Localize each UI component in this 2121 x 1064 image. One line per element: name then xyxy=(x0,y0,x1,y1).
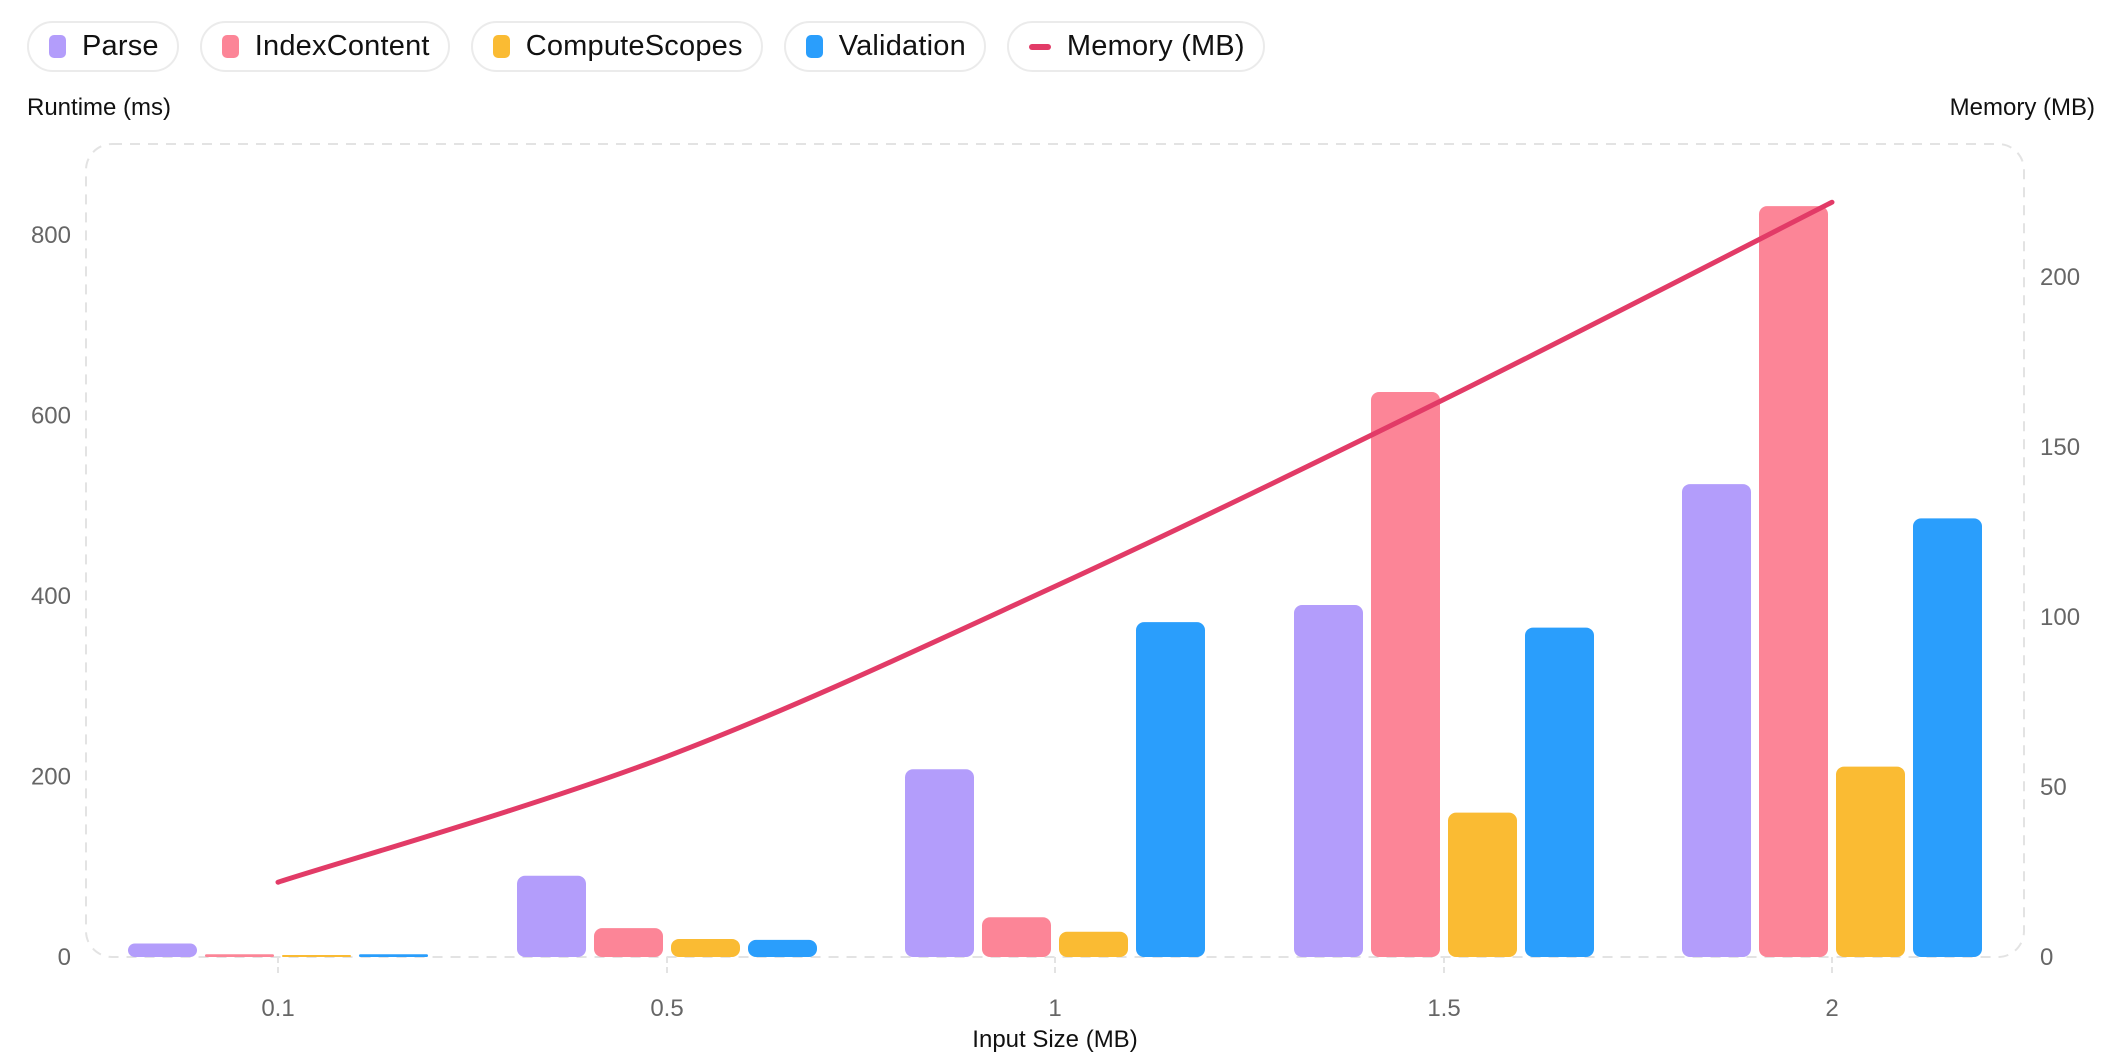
right-axis-tick-label: 0 xyxy=(2040,944,2053,971)
right-axis-tick-label: 200 xyxy=(2040,264,2080,291)
left-axis-title: Runtime (ms) xyxy=(27,94,172,121)
left-axis-tick-label: 800 xyxy=(31,222,71,249)
legend-label: Validation xyxy=(838,30,966,62)
memory-line[interactable] xyxy=(275,199,1835,885)
left-axis-tick-label: 400 xyxy=(31,583,71,610)
bar-indexcontent[interactable] xyxy=(594,928,663,957)
legend-label: Parse xyxy=(82,30,159,62)
bar-validation[interactable] xyxy=(748,939,817,957)
right-axis-tick-label: 50 xyxy=(2040,774,2067,801)
bar-validation[interactable] xyxy=(1136,622,1205,957)
legend-label: Memory (MB) xyxy=(1066,30,1245,62)
left-axis-tick-label: 600 xyxy=(31,403,71,430)
bar-indexcontent[interactable] xyxy=(982,917,1051,957)
bar-computescopes[interactable] xyxy=(282,955,351,957)
bar-computescopes[interactable] xyxy=(1059,931,1128,957)
bar-parse[interactable] xyxy=(1682,484,1751,957)
bar-computescopes[interactable] xyxy=(1448,812,1517,957)
bar-indexcontent[interactable] xyxy=(1759,206,1828,957)
memory-line-series xyxy=(275,199,1835,885)
x-axis-tick-label: 2 xyxy=(1825,995,1838,1022)
bar-parse[interactable] xyxy=(517,875,586,957)
legend-label: IndexContent xyxy=(254,30,430,62)
legend-label: ComputeScopes xyxy=(525,30,743,62)
validation-swatch-icon xyxy=(805,35,823,58)
memory-line-icon xyxy=(1028,43,1051,50)
legend-item-indexcontent[interactable]: IndexContent xyxy=(199,21,450,72)
right-axis-title: Memory (MB) xyxy=(1949,94,2095,121)
bar-validation[interactable] xyxy=(1525,627,1594,957)
parse-swatch-icon xyxy=(49,35,66,58)
chart-legend: Parse IndexContent ComputeScopes Validat… xyxy=(27,21,1265,72)
legend-item-parse[interactable]: Parse xyxy=(27,21,179,72)
bar-computescopes[interactable] xyxy=(671,938,740,957)
bar-parse[interactable] xyxy=(128,943,197,957)
x-axis-tick-label: 0.5 xyxy=(650,995,683,1022)
right-axis-ticks: 0 50 100 150 200 xyxy=(2040,264,2080,971)
left-axis-tick-label: 200 xyxy=(31,764,71,791)
bar-indexcontent[interactable] xyxy=(205,954,274,957)
plot-frame xyxy=(85,143,2025,958)
bar-validation[interactable] xyxy=(1913,518,1982,957)
legend-item-computescopes[interactable]: ComputeScopes xyxy=(470,21,763,72)
left-axis-tick-label: 0 xyxy=(58,944,71,971)
bar-series xyxy=(128,206,1982,957)
x-axis-tick-label: 1 xyxy=(1048,995,1061,1022)
right-axis-tick-label: 100 xyxy=(2040,604,2080,631)
bar-parse[interactable] xyxy=(1294,605,1363,957)
x-axis-ticks: 0.1 0.5 1 1.5 2 xyxy=(261,957,1839,1022)
bar-indexcontent[interactable] xyxy=(1371,392,1440,957)
right-axis-tick-label: 150 xyxy=(2040,434,2080,461)
computescopes-swatch-icon xyxy=(492,35,510,58)
left-axis-ticks: 0 200 400 600 800 xyxy=(31,222,71,971)
bar-computescopes[interactable] xyxy=(1836,766,1905,957)
legend-item-validation[interactable]: Validation xyxy=(783,21,986,72)
legend-item-memory[interactable]: Memory (MB) xyxy=(1006,21,1265,72)
bar-parse[interactable] xyxy=(905,769,974,957)
x-axis-tick-label: 0.1 xyxy=(261,995,294,1022)
x-axis-title: Input Size (MB) xyxy=(972,1026,1138,1053)
x-axis-tick-label: 1.5 xyxy=(1427,995,1460,1022)
bar-validation[interactable] xyxy=(359,954,428,957)
indexcontent-swatch-icon xyxy=(221,35,239,58)
